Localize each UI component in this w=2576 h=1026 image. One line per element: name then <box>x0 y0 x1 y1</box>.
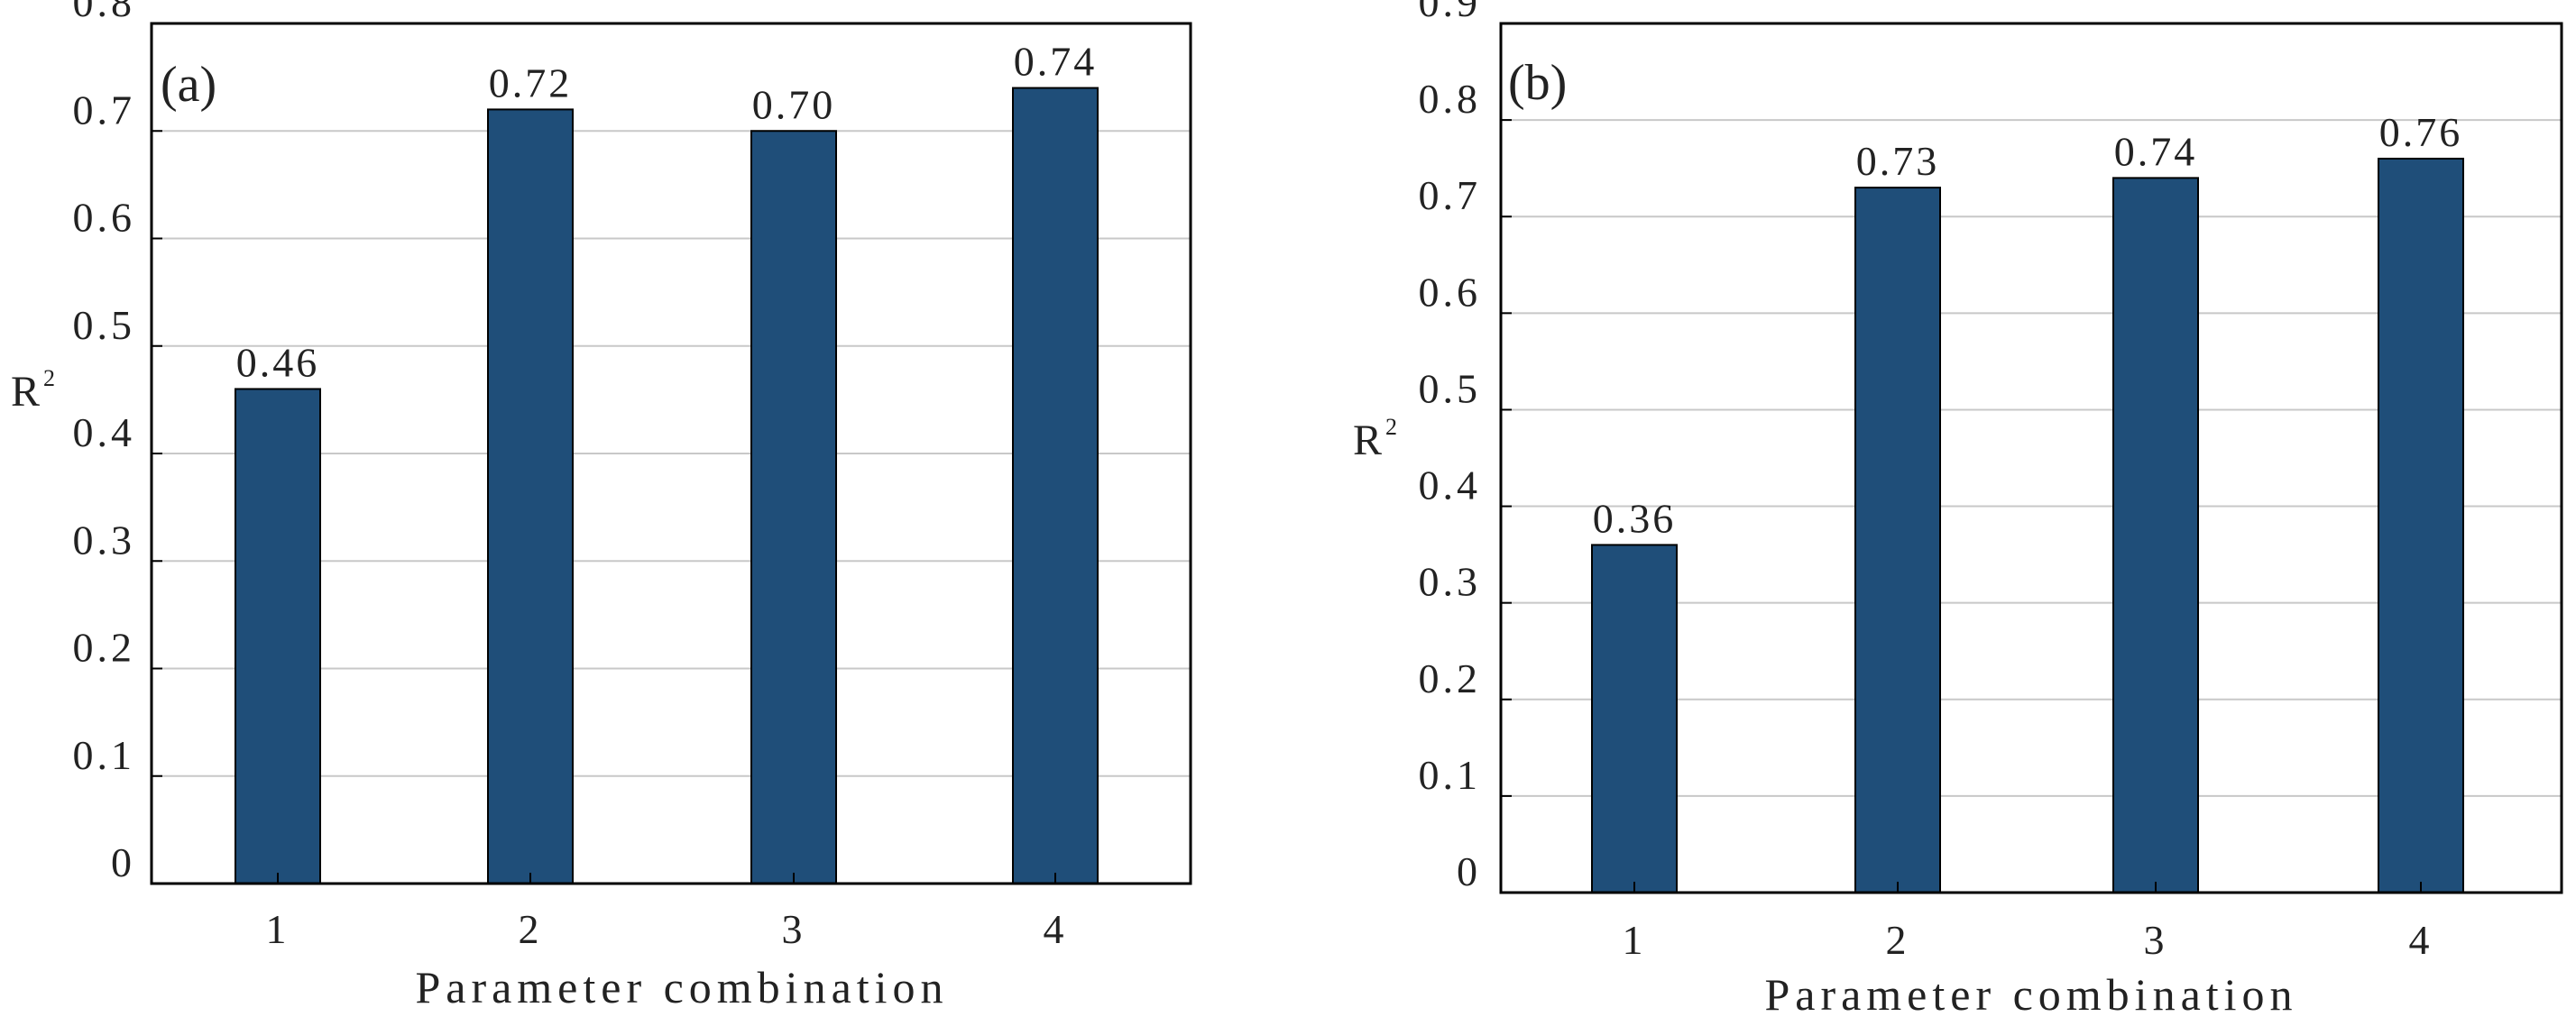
x-tick-label-a-1: 1 <box>266 906 290 952</box>
bar-b-2 <box>1854 187 1941 894</box>
x-tick-label-a-3: 3 <box>782 906 806 952</box>
bar-b-3 <box>2112 177 2199 893</box>
chart-a: 0 0.1 0.2 0.3 0.4 0.5 0.6 0.7 0.8 0.46 1 0.72 2 0.70 3… <box>11 0 1192 1012</box>
x-tick-label-b-3: 3 <box>2144 917 2168 963</box>
data-label-b-1: 0.36 <box>1593 495 1677 541</box>
y-tick-label-b-6: 0.6 <box>1419 269 1482 315</box>
bar-a-4 <box>1012 87 1099 885</box>
data-label-a-1: 0.46 <box>236 339 320 385</box>
x-tick-label-b-2: 2 <box>1886 917 1910 963</box>
plot-frame-a <box>150 22 1192 885</box>
y-tick-label-b-1: 0.1 <box>1419 752 1482 798</box>
bar-a-2 <box>487 108 574 884</box>
y-tick-label-a-4: 0.4 <box>73 409 136 455</box>
data-label-b-4: 0.76 <box>2379 109 2463 155</box>
data-label-a-2: 0.72 <box>489 60 573 105</box>
y-tick-label-a-6: 0.6 <box>73 195 136 241</box>
y-tick-label-b-2: 0.2 <box>1419 655 1482 701</box>
y-axis-label-superscript-a: 2 <box>43 365 55 391</box>
y-tick-label-b-3: 0.3 <box>1419 559 1482 605</box>
data-label-b-2: 0.73 <box>1856 138 1940 184</box>
panel-label-a: (a) <box>161 57 216 113</box>
y-tick-label-a-2: 0.2 <box>73 625 136 671</box>
y-tick-label-a-7: 0.7 <box>73 87 136 133</box>
y-tick-label-a-0: 0 <box>111 839 135 885</box>
y-tick-label-a-1: 0.1 <box>73 732 136 778</box>
plot-frame-b <box>1499 22 2563 894</box>
bar-a-1 <box>235 388 321 884</box>
chart-b: 0 0.1 0.2 0.3 0.4 0.5 0.6 0.7 0.8 0.9 0.36 1 0.73 2 0.… <box>1353 0 2563 1020</box>
y-tick-label-b-0: 0 <box>1457 848 1481 894</box>
x-tick-label-a-4: 4 <box>1044 906 1068 952</box>
y-tick-label-b-7: 0.7 <box>1419 172 1482 218</box>
x-axis-label-b: Parameter combination <box>1764 969 2297 1020</box>
y-tick-label-a-5: 0.5 <box>73 302 136 348</box>
x-tick-label-a-2: 2 <box>519 906 543 952</box>
x-axis-label-a: Parameter combination <box>415 962 948 1012</box>
bar-b-1 <box>1591 544 1678 894</box>
data-label-a-3: 0.70 <box>752 81 836 127</box>
y-tick-label-b-5: 0.5 <box>1419 365 1482 411</box>
y-tick-label-b-4: 0.4 <box>1419 463 1482 508</box>
y-axis-label-superscript-b: 2 <box>1385 414 1397 440</box>
bar-b-4 <box>2378 157 2464 893</box>
y-tick-label-a-3: 0.3 <box>73 517 136 563</box>
data-label-a-4: 0.74 <box>1014 39 1098 85</box>
panel-label-b: (b) <box>1508 55 1567 111</box>
x-tick-label-b-1: 1 <box>1623 917 1647 963</box>
y-tick-label-b-9: 0.9 <box>1419 0 1482 25</box>
data-label-b-3: 0.74 <box>2114 128 2198 174</box>
x-tick-label-b-4: 4 <box>2409 917 2433 963</box>
bar-a-3 <box>750 130 837 884</box>
y-tick-label-b-8: 0.8 <box>1419 76 1482 122</box>
y-tick-label-a-8: 0.8 <box>73 0 136 25</box>
